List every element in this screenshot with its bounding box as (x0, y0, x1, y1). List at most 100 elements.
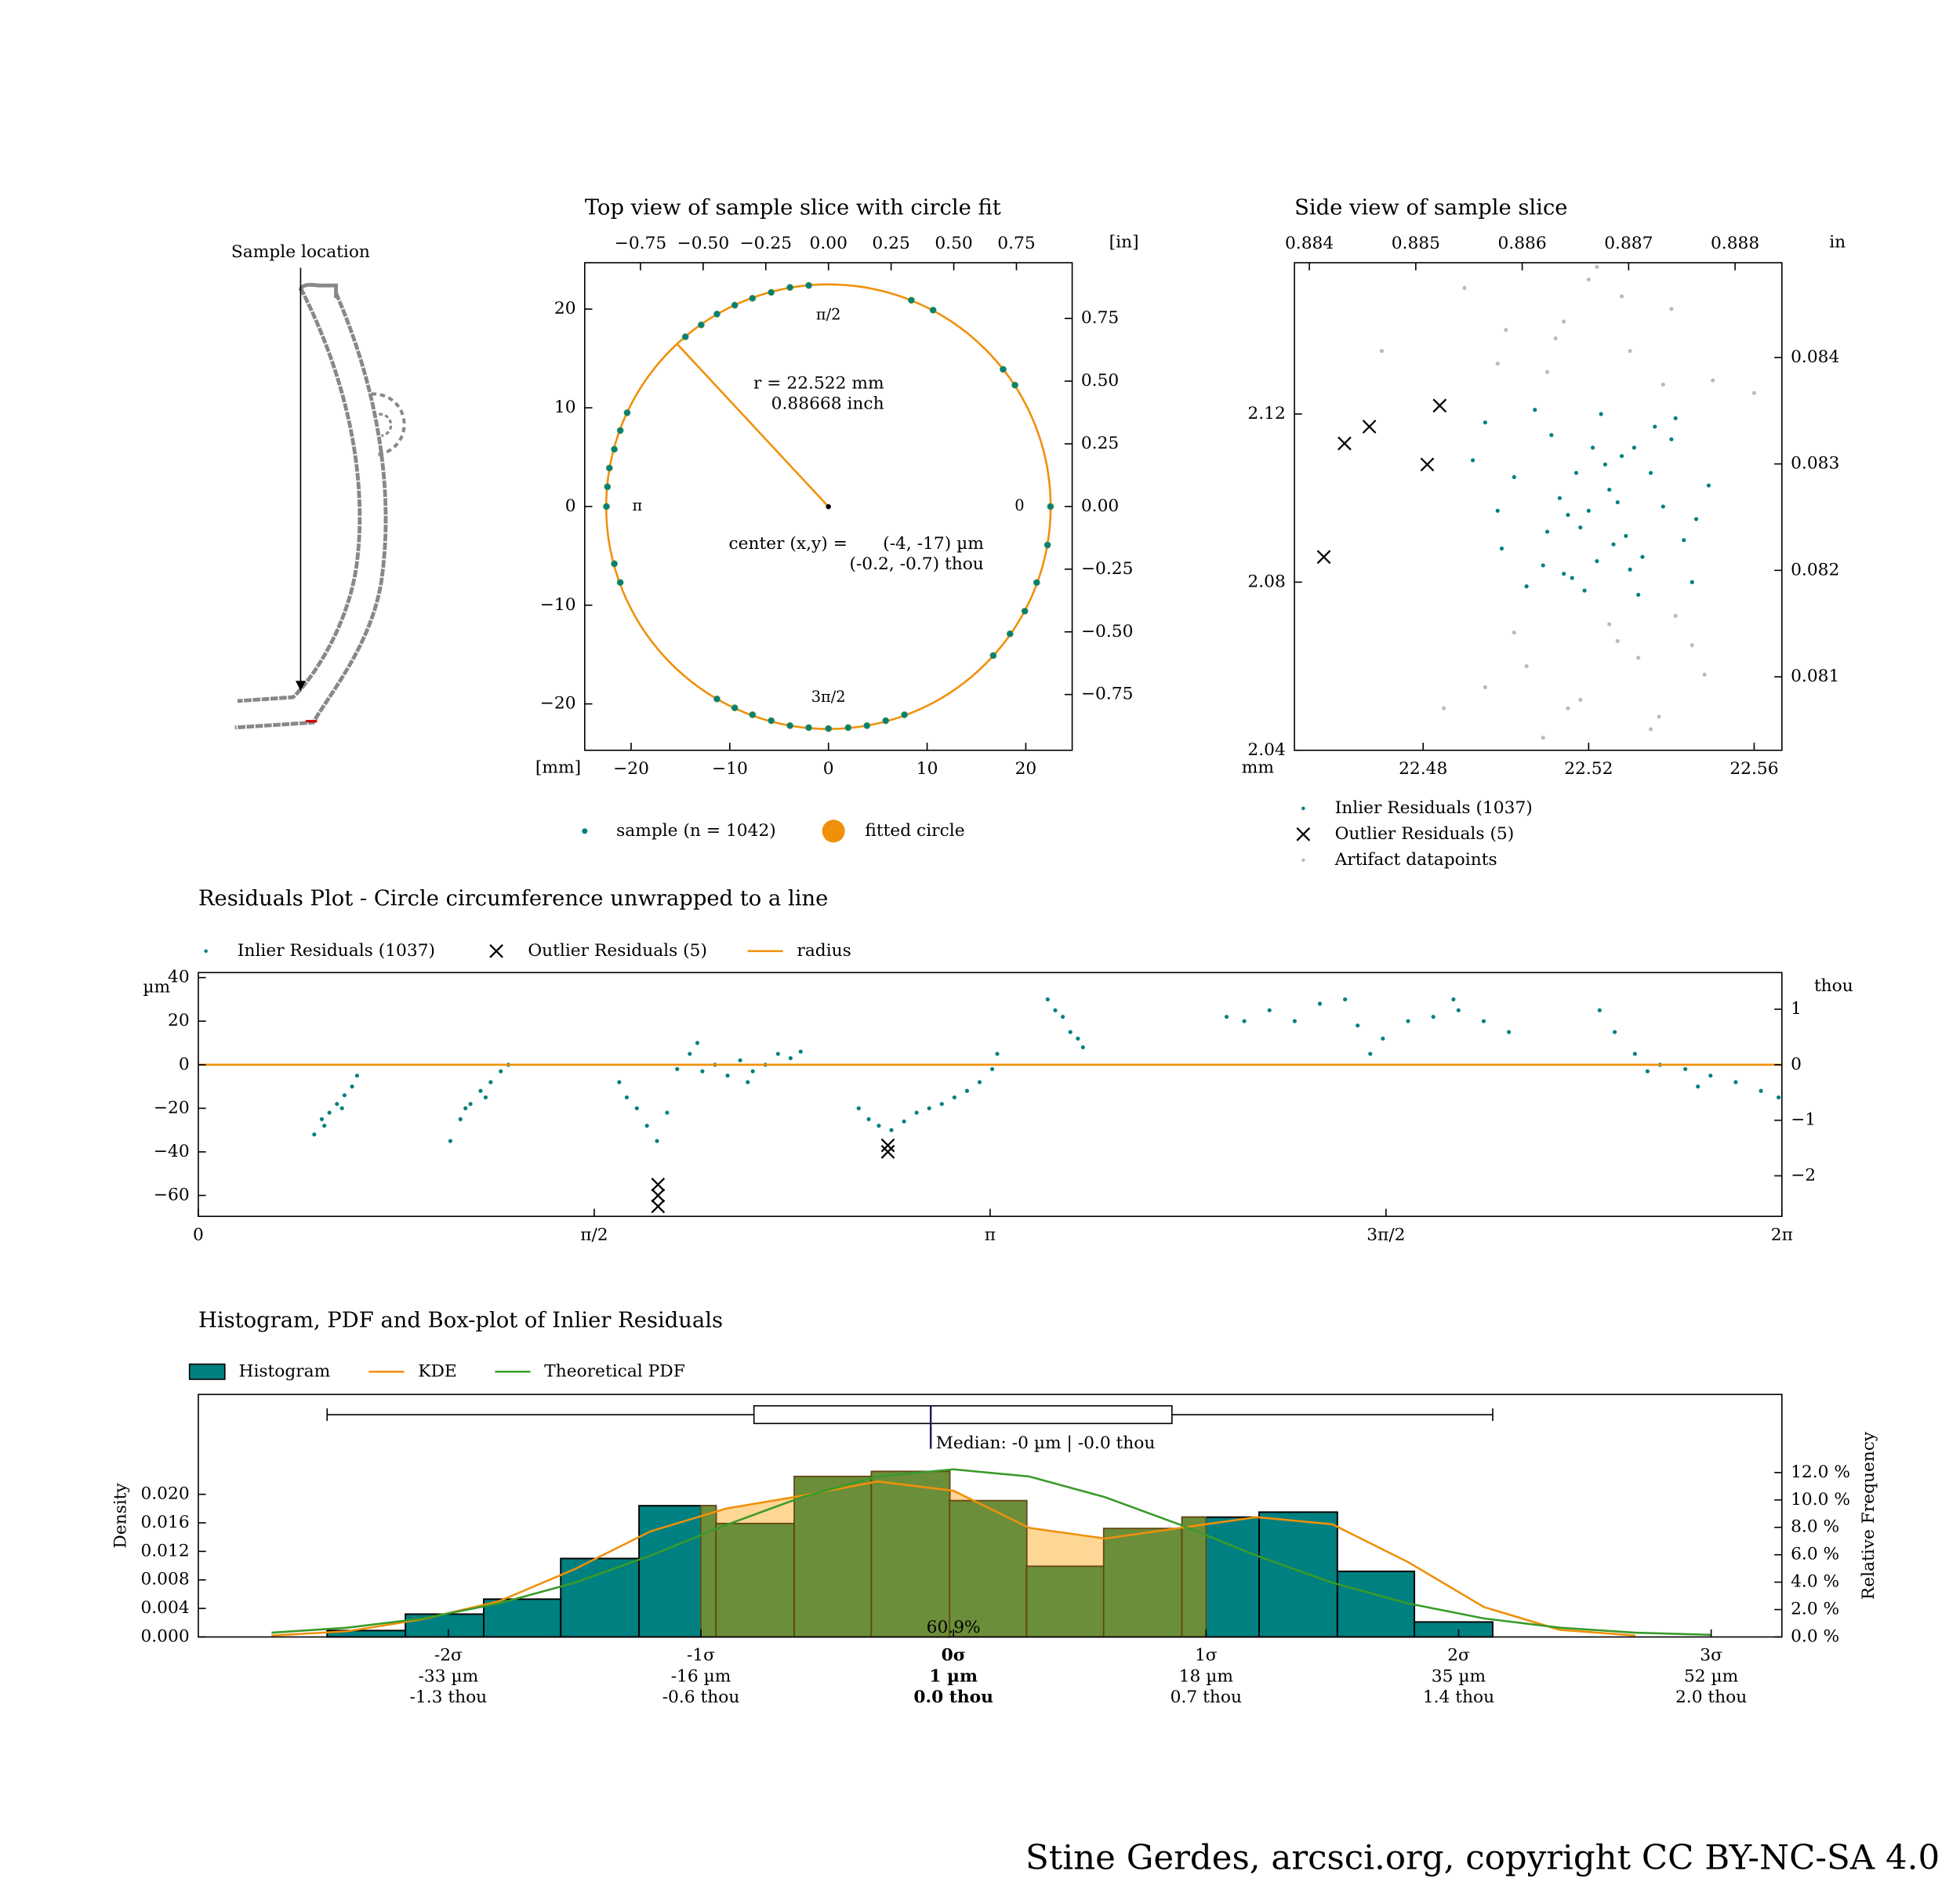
point (1628, 567, 1632, 572)
point (798, 1049, 803, 1054)
point (1661, 504, 1665, 509)
bottom-tick-label: 1σ (1195, 1646, 1218, 1666)
right-tick-label: −0.50 (1081, 622, 1134, 641)
point (644, 1123, 649, 1128)
point (1462, 285, 1467, 290)
legend-label: fitted circle (865, 821, 964, 841)
right-tick-label: 0.00 (1081, 496, 1119, 516)
point (1648, 727, 1653, 732)
bottom-tick-label: π/2 (580, 1225, 608, 1244)
right-tick-label: −0.75 (1081, 685, 1134, 704)
sample-point (908, 296, 915, 304)
x-marker (651, 1199, 666, 1214)
sample-point (603, 503, 610, 510)
axes-frame (1294, 262, 1783, 751)
bottom-tick-label: -0.6 thou (662, 1688, 740, 1707)
top-tick-label: −0.25 (739, 234, 792, 253)
point (1557, 496, 1562, 500)
point (750, 1069, 755, 1074)
x-marker (1338, 436, 1352, 451)
right-tick-label: 0.082 (1791, 560, 1839, 579)
box (753, 1404, 1173, 1425)
sigma-band (700, 1505, 717, 1638)
point (1483, 685, 1487, 689)
left-tick-label: 0.000 (140, 1627, 189, 1647)
y2-axis-label: thou (1814, 976, 1853, 996)
bar (405, 1613, 485, 1638)
legend-label: radius (797, 941, 851, 961)
sketch-bump (371, 392, 406, 456)
left-tick-label: −60 (154, 1185, 190, 1204)
point (700, 1069, 705, 1074)
sigma-band (870, 1470, 951, 1638)
point (1669, 437, 1674, 441)
bottom-tick-label: 0.0 thou (913, 1688, 993, 1707)
point (1242, 1019, 1247, 1023)
bottom-tick-label: 2σ (1447, 1646, 1470, 1666)
sample-point (1033, 579, 1040, 587)
sample-point (1044, 541, 1051, 549)
point (902, 1119, 906, 1124)
point (1053, 1008, 1058, 1012)
bottom-tick-label: 1 µm (929, 1666, 978, 1686)
center-point (826, 503, 831, 510)
bottom-tick-label: 22.52 (1564, 759, 1613, 779)
sample-point (616, 427, 624, 434)
point (866, 1117, 871, 1121)
point (1578, 697, 1583, 703)
point (1431, 1015, 1436, 1019)
point (1573, 470, 1579, 475)
sample-point (805, 282, 812, 289)
point (952, 1095, 956, 1100)
left-tick-label: 2.08 (1247, 572, 1285, 591)
left-tick-label: 20 (168, 1011, 190, 1030)
left-tick-label: 0 (179, 1055, 190, 1074)
sample-point (863, 721, 871, 729)
sample-point (1047, 503, 1054, 510)
point (1541, 563, 1545, 568)
point (1602, 462, 1608, 467)
sample-point (623, 409, 631, 416)
radius-line (676, 343, 829, 507)
top-tick-label: 0.887 (1604, 234, 1653, 253)
point (327, 1110, 332, 1115)
sketch-wall (234, 292, 388, 730)
point (1533, 408, 1537, 412)
annotation: (-0.2, -0.7) thou (850, 554, 984, 574)
point (1553, 336, 1558, 341)
point (1524, 664, 1529, 669)
point (499, 1069, 503, 1074)
left-tick-label: 20 (554, 299, 576, 318)
point (1615, 500, 1620, 505)
point (655, 1139, 659, 1143)
median-label: Median: -0 µm | -0.0 thou (936, 1433, 1156, 1453)
bar (1336, 1570, 1416, 1638)
right-tick-label: 8.0 % (1791, 1517, 1839, 1537)
point (342, 1093, 347, 1098)
x-marker (880, 1138, 895, 1153)
point (914, 1110, 919, 1115)
left-tick-label: 40 (168, 968, 190, 987)
right-tick-label: 6.0 % (1791, 1545, 1839, 1564)
point (1541, 736, 1545, 740)
left-tick-label: 0.004 (140, 1598, 189, 1618)
point (1632, 445, 1636, 450)
point (1578, 525, 1583, 530)
bottom-tick-label: 20 (1015, 759, 1037, 779)
sketch-arrow-head (295, 681, 306, 692)
top-tick-label: 0.50 (935, 234, 972, 253)
x-marker (1420, 457, 1435, 472)
top-tick-label: 0.888 (1711, 234, 1759, 253)
legend-marker (822, 819, 845, 843)
legend-label: Outlier Residuals (5) (528, 941, 707, 961)
point (775, 1052, 780, 1056)
point (488, 1080, 493, 1085)
legend-marker (489, 944, 503, 958)
point (319, 1117, 325, 1121)
axes-frame (584, 262, 1073, 751)
bottom-tick-label: 18 µm (1179, 1666, 1234, 1686)
y-axis-label: Density (111, 1482, 131, 1548)
top-tick-label: 0.00 (810, 234, 848, 253)
point (1080, 1045, 1085, 1050)
right-tick-label: 12.0 % (1791, 1462, 1850, 1482)
